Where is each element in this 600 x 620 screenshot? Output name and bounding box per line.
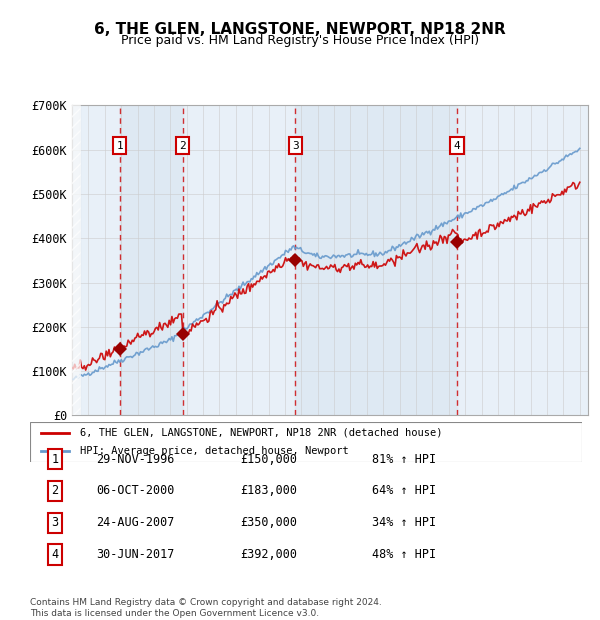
Text: £392,000: £392,000 <box>240 548 297 561</box>
Text: 2: 2 <box>51 484 58 497</box>
Text: 1: 1 <box>51 453 58 466</box>
Text: 4: 4 <box>454 141 460 151</box>
Text: 64% ↑ HPI: 64% ↑ HPI <box>372 484 436 497</box>
Text: 81% ↑ HPI: 81% ↑ HPI <box>372 453 436 466</box>
Text: 34% ↑ HPI: 34% ↑ HPI <box>372 516 436 529</box>
Bar <box>119 105 183 415</box>
Bar <box>72 105 80 415</box>
Text: 2: 2 <box>179 141 186 151</box>
Bar <box>69 105 80 415</box>
Text: 24-AUG-2007: 24-AUG-2007 <box>96 516 175 529</box>
Bar <box>295 105 457 415</box>
Text: 3: 3 <box>292 141 299 151</box>
Text: £150,000: £150,000 <box>240 453 297 466</box>
FancyBboxPatch shape <box>30 422 582 462</box>
Bar <box>183 105 295 415</box>
Text: 48% ↑ HPI: 48% ↑ HPI <box>372 548 436 561</box>
Text: 1: 1 <box>116 141 123 151</box>
Text: 29-NOV-1996: 29-NOV-1996 <box>96 453 175 466</box>
Bar <box>80 105 119 415</box>
Text: 30-JUN-2017: 30-JUN-2017 <box>96 548 175 561</box>
Text: Price paid vs. HM Land Registry's House Price Index (HPI): Price paid vs. HM Land Registry's House … <box>121 34 479 47</box>
Text: £350,000: £350,000 <box>240 516 297 529</box>
Text: 06-OCT-2000: 06-OCT-2000 <box>96 484 175 497</box>
Text: 3: 3 <box>51 516 58 529</box>
Bar <box>457 105 588 415</box>
Text: 6, THE GLEN, LANGSTONE, NEWPORT, NP18 2NR: 6, THE GLEN, LANGSTONE, NEWPORT, NP18 2N… <box>94 22 506 37</box>
Text: HPI: Average price, detached house, Newport: HPI: Average price, detached house, Newp… <box>80 446 349 456</box>
Text: 4: 4 <box>51 548 58 561</box>
Text: 6, THE GLEN, LANGSTONE, NEWPORT, NP18 2NR (detached house): 6, THE GLEN, LANGSTONE, NEWPORT, NP18 2N… <box>80 428 442 438</box>
Text: £183,000: £183,000 <box>240 484 297 497</box>
Text: Contains HM Land Registry data © Crown copyright and database right 2024.
This d: Contains HM Land Registry data © Crown c… <box>30 598 382 618</box>
